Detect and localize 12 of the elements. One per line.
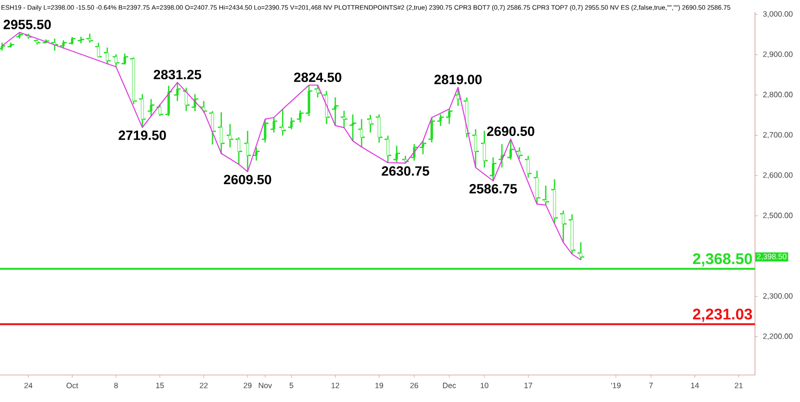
- data-label: 2719.50: [118, 130, 166, 140]
- data-label: 2630.75: [382, 166, 430, 176]
- ref-line-label: 2,231.03: [692, 308, 752, 322]
- data-label: 2819.00: [434, 74, 482, 84]
- data-label: 2955.50: [4, 20, 51, 30]
- data-label: 2824.50: [294, 72, 342, 82]
- data-label: 2609.50: [224, 174, 272, 184]
- data-label: 2586.75: [469, 184, 517, 194]
- line-series: [2, 32, 582, 260]
- data-label: 2690.50: [487, 126, 534, 136]
- ref-line-label: 2,368.50: [692, 253, 752, 266]
- data-label: 2831.25: [154, 70, 202, 80]
